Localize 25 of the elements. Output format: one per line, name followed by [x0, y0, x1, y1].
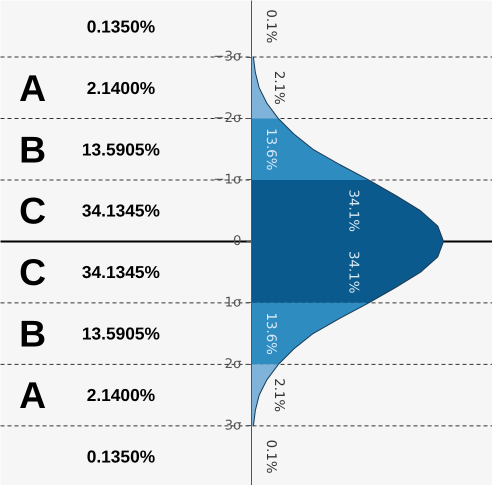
text: 0.1350% [86, 16, 156, 36]
text: C [19, 251, 46, 294]
text: A [19, 66, 46, 109]
text: 13.5905% [82, 139, 160, 160]
text: B [19, 128, 46, 170]
text: 13.5905% [82, 324, 160, 344]
annotation: 0.1% [263, 440, 278, 474]
y-tick-label: −2σ [213, 111, 242, 126]
annotation: 2.1% [270, 70, 286, 105]
annotation: 13.6% [263, 128, 278, 170]
text: B [19, 312, 46, 355]
text: C [19, 190, 46, 232]
annotation: 34.1% [345, 190, 360, 232]
text: 2.1400% [86, 78, 156, 98]
y-tick-label: −1σ [213, 172, 242, 188]
annotation: 34.1% [345, 251, 360, 294]
text: A [19, 374, 46, 416]
y-tick-label: −3σ [213, 50, 242, 65]
annotation: 13.6% [263, 312, 278, 355]
annotation: 2.1% [270, 378, 286, 412]
text: 34.1345% [82, 200, 160, 221]
text: 0.1350% [86, 446, 156, 467]
text: 2.1400% [86, 385, 156, 406]
text: 34.1345% [82, 262, 160, 282]
annotation: 0.1% [263, 9, 278, 44]
